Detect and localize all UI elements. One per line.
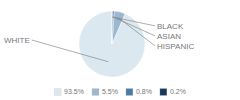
leader-line xyxy=(113,17,155,36)
legend-label: 0.2% xyxy=(170,88,186,95)
legend-item: 5.5% xyxy=(92,88,118,95)
leader-line xyxy=(32,40,109,62)
legend-swatch xyxy=(54,89,61,96)
legend-item: 0.8% xyxy=(126,88,152,95)
legend-item: 93.5% xyxy=(54,88,84,95)
legend: 93.5% 5.5% 0.8% 0.2% xyxy=(54,88,186,95)
legend-label: 0.8% xyxy=(136,88,152,95)
legend-item: 0.2% xyxy=(160,88,186,95)
slice-label: ASIAN xyxy=(157,32,181,41)
leader-line xyxy=(118,18,155,46)
pie-slice xyxy=(112,11,114,44)
chart: WHITE BLACKASIANHISPANIC 93.5% 5.5% 0.8% 0.2% xyxy=(0,0,240,100)
slice-label: HISPANIC xyxy=(157,42,194,51)
pie-slice xyxy=(112,11,113,44)
pie-slice xyxy=(112,11,125,44)
legend-label: 5.5% xyxy=(102,88,118,95)
legend-swatch xyxy=(160,89,167,96)
pie xyxy=(79,11,145,77)
slice-label: BLACK xyxy=(157,22,184,31)
slice-labels: WHITE BLACKASIANHISPANIC xyxy=(4,17,194,62)
legend-label: 93.5% xyxy=(64,88,84,95)
pie-slice xyxy=(79,11,145,77)
legend-swatch xyxy=(92,89,99,96)
slice-label: WHITE xyxy=(4,36,30,45)
legend-swatch xyxy=(126,89,133,96)
